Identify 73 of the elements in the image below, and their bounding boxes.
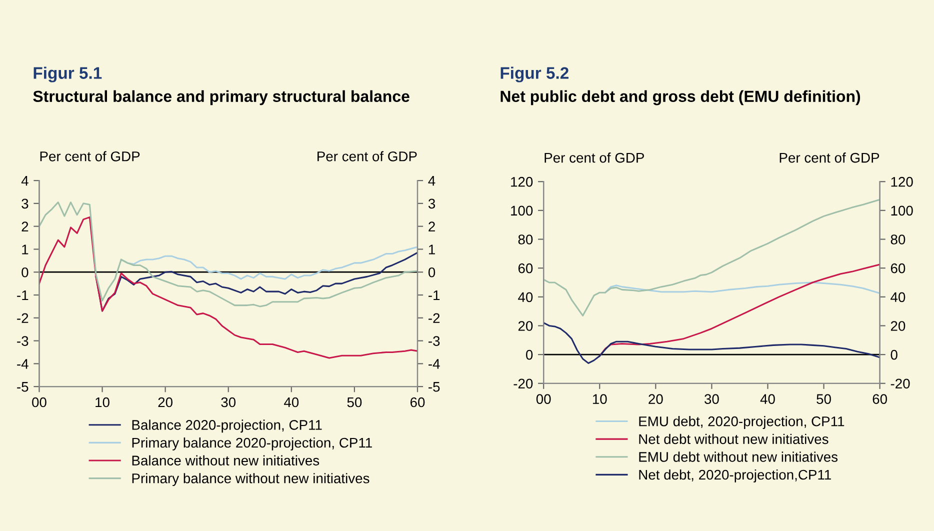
x-tick-label: 50 <box>347 397 362 408</box>
y-tick-label: 2 <box>22 222 28 232</box>
chart-title: Figur 5.1 <box>34 66 102 82</box>
y2-tick-label: -5 <box>428 382 440 392</box>
x-tick-label: 60 <box>872 394 888 404</box>
y2-tick-label: 3 <box>428 198 436 209</box>
x-tick-label: 00 <box>536 394 551 404</box>
line-series <box>544 198 880 316</box>
y2-tick-label: 2 <box>428 222 435 232</box>
y-tick-label: 0 <box>526 350 533 360</box>
x-tick-label: 40 <box>284 397 299 408</box>
line-series <box>39 202 418 308</box>
x-tick-label: 60 <box>410 397 425 408</box>
line-series <box>604 282 880 294</box>
y-tick-label: 40 <box>518 292 533 302</box>
y2-tick-label: -20 <box>890 378 910 389</box>
y2-tick-label: 40 <box>890 292 906 302</box>
legend-label: Primary balance 2020-projection, CP11 <box>132 437 372 450</box>
y2-tick-label: 20 <box>890 321 906 331</box>
y-tick-label: -5 <box>17 382 28 392</box>
legend-label: Primary balance without new initiatives <box>132 473 370 486</box>
x-tick-label: 30 <box>221 397 236 408</box>
y-tick-label: 60 <box>518 263 533 274</box>
y-tick-label: 3 <box>22 198 28 209</box>
y-tick-label: 20 <box>518 321 533 331</box>
y2-tick-label: -2 <box>428 313 440 323</box>
chart-subtitle: Structural balance and primary structural balance <box>33 90 410 106</box>
y2-tick-label: 100 <box>891 206 913 216</box>
y-tick-label: 80 <box>518 234 533 244</box>
chart-title: Figur 5.2 <box>500 66 568 82</box>
legend-label: Balance 2020-projection, CP11 <box>132 420 322 433</box>
line-series <box>39 216 418 359</box>
x-tick-label: 50 <box>816 394 831 404</box>
x-tick-label: 10 <box>592 394 607 404</box>
x-tick-label: 20 <box>648 394 663 404</box>
x-tick-label: 20 <box>158 397 172 408</box>
y-tick-label: -20 <box>514 378 533 389</box>
legend-label: Net debt, 2020-projection,CP11 <box>639 469 831 482</box>
y-tick-label: 4 <box>21 176 28 186</box>
line-series <box>120 246 418 280</box>
y2-axis-title: Per cent of GDP <box>318 151 417 162</box>
y-tick-label: 120 <box>511 176 533 187</box>
y2-tick-label: 1 <box>428 244 435 254</box>
legend-label: EMU debt without new initiatives <box>639 452 838 462</box>
y-axis-title: Per cent of GDP <box>544 152 644 163</box>
y-tick-label: -3 <box>17 336 28 346</box>
y-tick-label: 1 <box>22 244 28 254</box>
x-tick-label: 00 <box>32 397 46 408</box>
y-axis-title: Per cent of GDP <box>40 151 140 162</box>
y-tick-label: -4 <box>17 359 28 369</box>
y2-tick-label: 120 <box>891 176 913 187</box>
y2-tick-label: 0 <box>428 267 436 278</box>
y2-tick-label: -1 <box>428 290 440 300</box>
x-tick-label: 40 <box>760 394 775 404</box>
y2-tick-label: -4 <box>428 359 440 369</box>
y2-tick-label: 80 <box>890 234 906 244</box>
y2-tick-label: 0 <box>890 350 898 360</box>
y2-tick-label: -3 <box>428 336 440 346</box>
legend-label: Balance without new initiatives <box>132 455 320 466</box>
chart-subtitle: Net public debt and gross debt (EMU definition) <box>500 90 860 106</box>
y2-tick-label: 60 <box>890 263 906 274</box>
x-tick-label: 30 <box>704 394 719 404</box>
legend-label: EMU debt, 2020-projection, CP11 <box>639 416 844 430</box>
y2-axis-title: Per cent of GDP <box>780 152 880 163</box>
x-tick-label: 10 <box>96 397 110 408</box>
line-series <box>598 264 880 357</box>
y2-tick-label: 4 <box>428 176 436 186</box>
y-tick-label: 0 <box>22 267 28 278</box>
legend-label: Net debt without new initiatives <box>639 434 828 444</box>
y-tick-label: -1 <box>17 290 28 300</box>
y-tick-label: -2 <box>17 313 28 323</box>
line-series <box>544 322 880 364</box>
y-tick-label: 100 <box>511 206 533 216</box>
